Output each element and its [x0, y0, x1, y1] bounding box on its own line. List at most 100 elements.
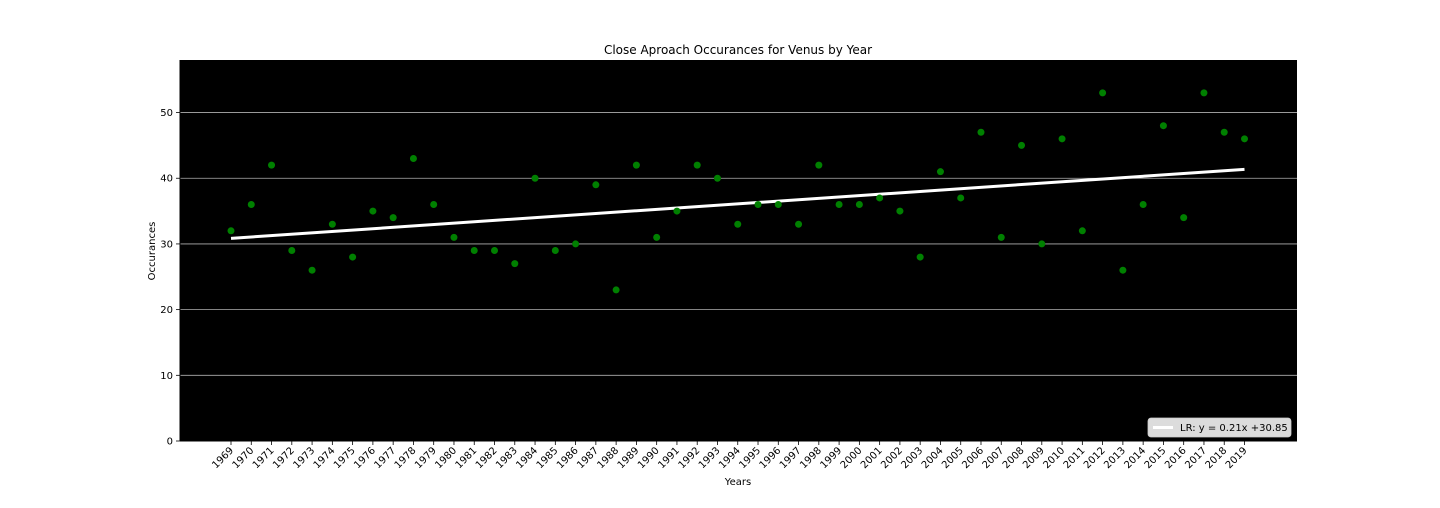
x-tick-label: 2006 [960, 445, 986, 471]
x-tick-label: 2003 [900, 445, 926, 471]
legend: LR: y = 0.21x +30.85 [1147, 417, 1292, 438]
data-point [1078, 227, 1086, 235]
y-axis: 0 10 20 30 40 50 [160, 60, 181, 448]
data-point [977, 128, 985, 136]
data-point [957, 194, 965, 202]
x-tick-label: 2009 [1021, 445, 1047, 471]
x-tick-label: 1972 [271, 445, 297, 471]
x-tick-label: 1977 [373, 445, 399, 471]
x-tick-label: 2008 [1001, 445, 1027, 471]
x-tick-label: 1983 [494, 445, 520, 471]
data-point [450, 233, 458, 241]
data-point [612, 286, 620, 294]
data-point [551, 247, 559, 254]
x-axis-label: Years [724, 477, 751, 488]
x-tick-label: 2015 [1143, 445, 1169, 471]
data-point [1159, 122, 1167, 130]
x-tick-label: 1997 [778, 445, 804, 471]
data-point [855, 201, 863, 209]
x-tick-label: 2017 [1183, 445, 1209, 471]
data-point [835, 201, 843, 209]
data-point [1018, 141, 1026, 149]
x-tick-label: 1989 [616, 445, 642, 471]
x-tick-label: 1996 [758, 445, 784, 471]
x-tick-label: 1986 [555, 445, 581, 471]
data-point [227, 227, 235, 235]
data-point [1139, 201, 1147, 209]
data-point [774, 201, 782, 209]
data-point [693, 161, 701, 169]
data-point [268, 161, 276, 169]
y-tick-label: 10 [160, 371, 173, 382]
y-tick-label: 40 [160, 174, 173, 185]
x-tick-label: 2011 [1062, 445, 1088, 471]
x-tick-label: 1987 [575, 445, 601, 471]
x-tick-label: 2018 [1204, 445, 1230, 471]
data-point [673, 207, 681, 215]
x-tick-label: 1975 [332, 445, 358, 471]
x-tick-label: 2002 [879, 445, 905, 471]
x-tick-label: 1985 [535, 445, 561, 471]
data-point [1058, 135, 1066, 143]
data-point [491, 247, 499, 254]
data-point [1119, 266, 1127, 274]
x-tick-label: 1998 [798, 445, 824, 471]
x-tick-label: 1971 [251, 445, 277, 471]
data-point [997, 233, 1005, 241]
data-point [1038, 240, 1046, 248]
data-point [815, 161, 823, 169]
data-point [916, 253, 924, 261]
data-point [470, 247, 478, 254]
x-tick-label: 1976 [352, 445, 378, 471]
data-point [409, 155, 417, 163]
x-axis: 1969197019711972197319741975197619771978… [180, 440, 1297, 471]
data-point [936, 168, 944, 176]
x-tick-label: 2001 [859, 445, 885, 471]
data-point [531, 174, 539, 182]
x-tick-label: 1974 [312, 445, 338, 471]
data-point [754, 201, 762, 209]
data-point [896, 207, 904, 215]
y-tick-label: 0 [167, 437, 173, 448]
x-tick-label: 2014 [1122, 445, 1148, 471]
x-tick-label: 1981 [454, 445, 480, 471]
data-point [592, 181, 600, 189]
data-point [430, 201, 438, 209]
x-tick-label: 2013 [1102, 445, 1128, 471]
y-tick-label: 20 [160, 305, 173, 316]
data-point [308, 266, 316, 274]
x-tick-label: 1978 [393, 445, 419, 471]
x-tick-label: 1982 [474, 445, 500, 471]
data-point [247, 201, 255, 209]
x-tick-label: 1990 [636, 445, 662, 471]
y-tick-label: 30 [160, 239, 173, 250]
legend-box [1147, 417, 1292, 438]
x-tick-label: 2016 [1163, 445, 1189, 471]
plot-area [180, 60, 1297, 441]
data-point [713, 174, 721, 182]
data-point [369, 207, 377, 215]
x-tick-label: 1999 [818, 445, 844, 471]
data-point [572, 240, 580, 248]
y-tick-label: 50 [160, 108, 173, 119]
data-point [1200, 89, 1208, 97]
x-tick-label: 1988 [595, 445, 621, 471]
data-point [876, 194, 884, 202]
x-tick-label: 2004 [920, 445, 946, 471]
chart-title: Close Aproach Occurances for Venus by Ye… [604, 43, 872, 57]
regression-line-layer [230, 167, 1245, 240]
data-point [1099, 89, 1107, 97]
data-point [349, 253, 357, 261]
x-tick-label: 1993 [697, 445, 723, 471]
x-tick-label: 2019 [1224, 445, 1250, 471]
data-point [511, 260, 519, 268]
x-tick-label: 1984 [514, 445, 540, 471]
data-point [1241, 135, 1248, 143]
x-tick-label: 1979 [413, 445, 439, 471]
data-point [288, 247, 296, 254]
x-tick-label: 2007 [981, 445, 1007, 471]
x-tick-label: 1980 [433, 445, 459, 471]
data-point [389, 214, 397, 222]
x-tick-label: 1995 [737, 445, 763, 471]
